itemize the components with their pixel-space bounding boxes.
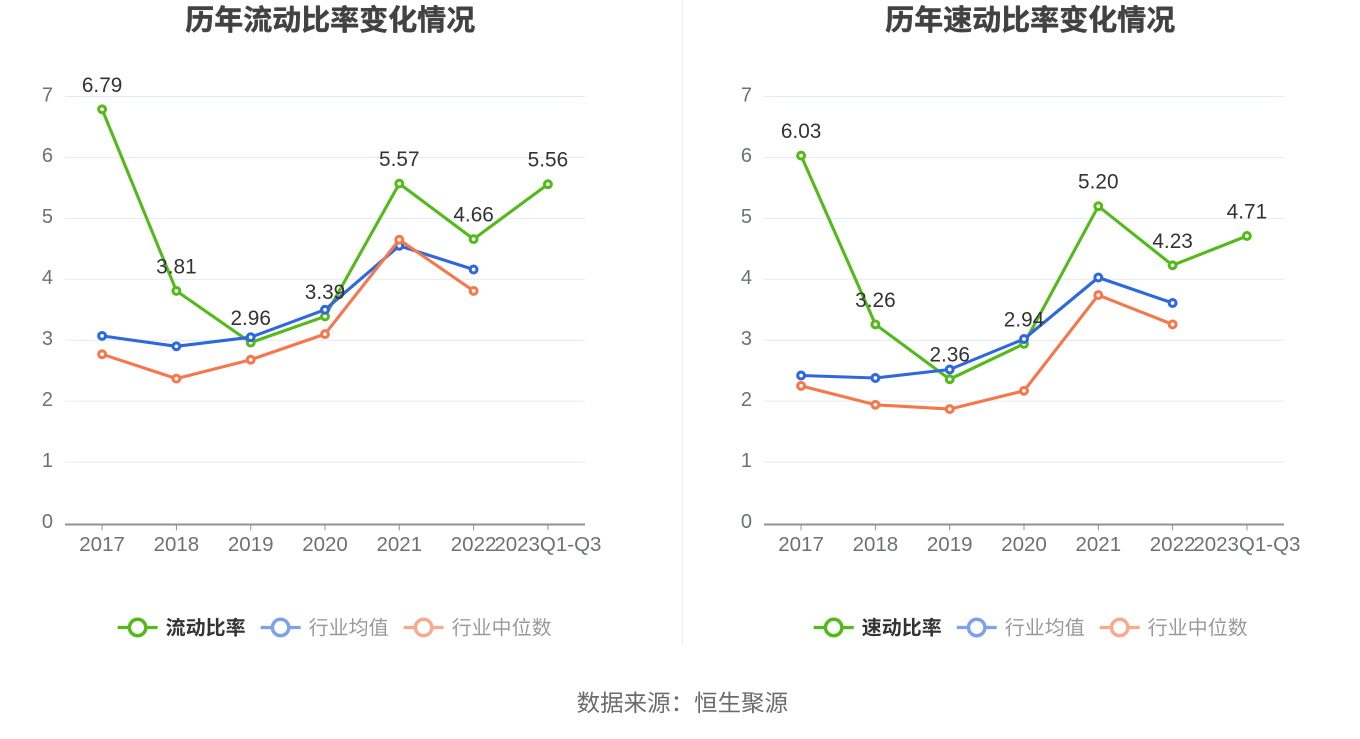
svg-text:3.81: 3.81	[156, 255, 196, 278]
svg-text:2018: 2018	[853, 533, 899, 556]
svg-text:6: 6	[42, 145, 53, 167]
svg-text:4.71: 4.71	[1227, 201, 1267, 224]
svg-text:2019: 2019	[927, 533, 973, 556]
svg-text:2023Q1-Q3: 2023Q1-Q3	[1193, 533, 1300, 556]
svg-text:5: 5	[741, 206, 752, 228]
svg-text:2017: 2017	[79, 533, 125, 556]
svg-text:3.39: 3.39	[305, 281, 345, 304]
svg-text:0: 0	[741, 511, 752, 533]
svg-text:4: 4	[42, 267, 53, 289]
svg-text:2.36: 2.36	[929, 344, 969, 367]
svg-text:2022: 2022	[1150, 533, 1196, 556]
svg-text:2: 2	[741, 389, 752, 411]
svg-text:3: 3	[42, 328, 53, 350]
svg-text:2.96: 2.96	[230, 307, 270, 330]
svg-text:2020: 2020	[1001, 533, 1047, 556]
svg-text:5.56: 5.56	[528, 149, 568, 172]
svg-text:3: 3	[741, 328, 752, 350]
svg-text:2022: 2022	[451, 533, 497, 556]
svg-text:2020: 2020	[302, 533, 348, 556]
svg-text:5.57: 5.57	[379, 148, 419, 171]
svg-text:2: 2	[42, 389, 53, 411]
svg-text:4.66: 4.66	[453, 204, 493, 227]
svg-text:2023Q1-Q3: 2023Q1-Q3	[494, 533, 601, 556]
svg-text:2.94: 2.94	[1004, 308, 1044, 331]
svg-text:4: 4	[741, 267, 752, 289]
svg-text:1: 1	[741, 450, 752, 472]
svg-text:2019: 2019	[228, 533, 274, 556]
svg-text:2017: 2017	[778, 533, 824, 556]
svg-text:7: 7	[741, 84, 752, 106]
svg-text:0: 0	[42, 511, 53, 533]
svg-text:1: 1	[42, 450, 53, 472]
svg-text:5.20: 5.20	[1078, 171, 1118, 194]
svg-text:3.26: 3.26	[855, 289, 895, 312]
svg-text:2021: 2021	[376, 533, 422, 556]
svg-text:2021: 2021	[1075, 533, 1121, 556]
svg-text:6.79: 6.79	[82, 74, 122, 97]
svg-text:6: 6	[741, 145, 752, 167]
svg-text:6.03: 6.03	[781, 120, 821, 143]
svg-text:7: 7	[42, 84, 53, 106]
svg-text:5: 5	[42, 206, 53, 228]
svg-text:4.23: 4.23	[1152, 230, 1192, 253]
svg-text:2018: 2018	[154, 533, 200, 556]
